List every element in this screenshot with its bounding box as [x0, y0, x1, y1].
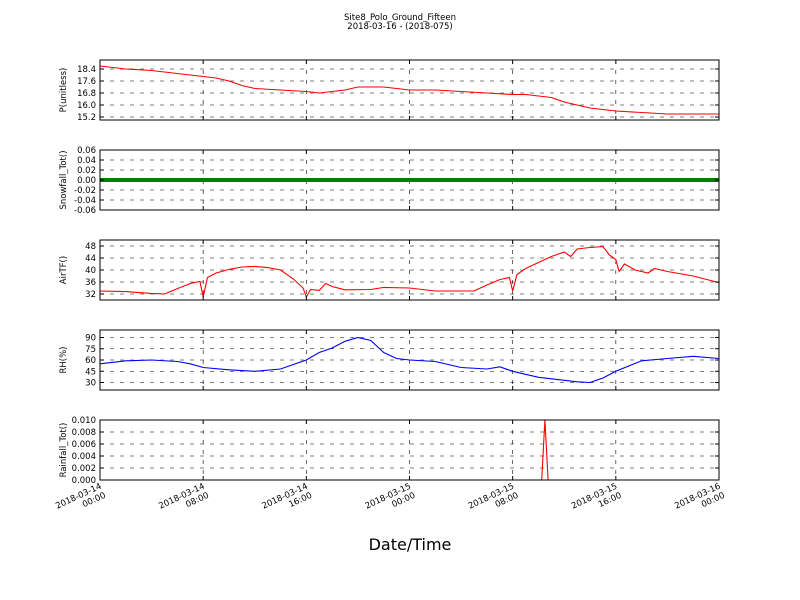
y-tick-label: 60 [85, 356, 96, 366]
y-tick-label: 0.04 [77, 156, 96, 166]
y-axis-label: RH(%) [59, 346, 69, 373]
y-tick-label: 40 [85, 266, 96, 276]
y-tick-label: 44 [85, 254, 96, 264]
panel-3: 32 36 40 44 48 AirTF() [59, 239, 720, 301]
x-tick-label: 2018-03-1408:00 [157, 482, 210, 521]
y-axis-label: Rainfall_Tot() [59, 423, 69, 478]
y-tick-label: -0.04 [74, 196, 96, 206]
y-tick-label: 16.0 [77, 101, 96, 111]
y-tick-label: 32 [85, 290, 96, 300]
y-tick-label: -0.02 [74, 186, 96, 196]
y-tick-label: 90 [85, 334, 96, 344]
series-line [99, 336, 720, 384]
y-tick-label: 0.002 [72, 464, 96, 474]
panel-1: 15.2 16.0 16.8 17.6 18.4 P(unitless) [59, 59, 720, 123]
figure-subtitle: 2018-03-16 - (2018-075) [347, 22, 452, 32]
y-tick-label: 48 [85, 242, 96, 252]
series-line [99, 65, 719, 115]
figure-title: Site8_Polo_Ground_Fifteen [344, 13, 456, 23]
y-axis-label: Snowfall_Tot() [59, 150, 69, 209]
panel-5: 0.000 0.002 0.004 0.006 0.008 0.010Rainfall_T… [59, 416, 720, 486]
y-tick-label: 0.02 [77, 166, 96, 176]
y-tick-label: 18.4 [77, 65, 96, 75]
y-tick-label: 75 [85, 345, 96, 355]
series-line [99, 246, 720, 299]
x-tick-label: 2018-03-1500:00 [364, 482, 417, 521]
y-tick-label: -0.06 [74, 206, 96, 216]
y-tick-label: 17.6 [77, 77, 96, 87]
y-tick-label: 0.006 [72, 440, 96, 450]
y-tick-label: 15.2 [77, 113, 96, 123]
x-axis-tick-labels: 2018-03-1400:00 2018-03-1408:00 2018-03-14… [54, 482, 726, 521]
y-tick-label: 45 [85, 367, 96, 377]
y-tick-label: 0.000 [72, 476, 96, 486]
y-tick-label: 0.00 [77, 176, 96, 186]
x-tick-label: 2018-03-1416:00 [261, 482, 314, 521]
y-tick-label: 0.008 [72, 428, 96, 438]
x-tick-label: 2018-03-1600:00 [673, 482, 726, 521]
y-tick-label: 36 [85, 278, 96, 288]
y-tick-label: 30 [85, 379, 96, 389]
y-tick-label: 0.06 [77, 146, 96, 156]
y-tick-label: 0.010 [72, 416, 96, 426]
x-tick-label: 2018-03-1508:00 [467, 482, 520, 521]
y-axis-label: AirTF() [59, 256, 69, 284]
x-tick-label: 2018-03-1400:00 [54, 482, 107, 521]
y-tick-label: 16.8 [77, 89, 96, 99]
y-axis-label: P(unitless) [59, 68, 69, 113]
y-tick-label: 0.004 [72, 452, 96, 462]
x-tick-label: 2018-03-1516:00 [570, 482, 623, 521]
panel-2: -0.06-0.04-0.020.000.020.040.06 Snowfall_… [59, 146, 720, 216]
panels: 15.216.016.817.618.4P(unitless)-0.06-0.0… [59, 59, 720, 486]
x-axis-label: Date/Time [369, 535, 452, 554]
